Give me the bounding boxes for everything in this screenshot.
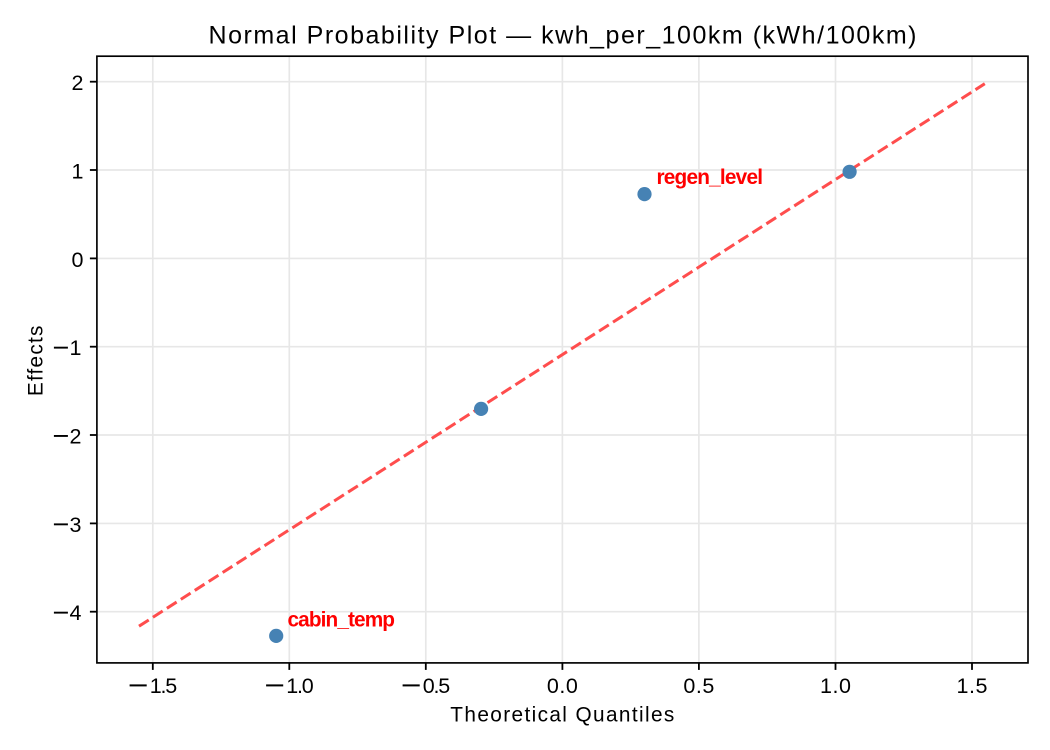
svg-text:1: 1 [70, 336, 82, 360]
svg-text:4: 4 [70, 601, 82, 625]
svg-text:Normal Probability Plot — kwh_: Normal Probability Plot — kwh_per_100km … [209, 22, 917, 50]
svg-text:Effects: Effects [24, 326, 47, 397]
svg-text:1: 1 [72, 159, 84, 183]
svg-text:1.0: 1.0 [820, 674, 851, 698]
svg-text:1.5: 1.5 [957, 674, 988, 698]
svg-text:0: 0 [72, 248, 84, 272]
svg-text:2: 2 [72, 71, 84, 95]
svg-text:cabin_temp: cabin_temp [288, 609, 396, 632]
svg-text:0.0: 0.0 [547, 674, 578, 698]
svg-text:1.5: 1.5 [150, 674, 178, 698]
svg-text:1.0: 1.0 [286, 674, 314, 698]
svg-text:regen_level: regen_level [657, 166, 764, 189]
svg-text:2: 2 [70, 424, 82, 448]
svg-text:Theoretical Quantiles: Theoretical Quantiles [450, 703, 674, 726]
svg-text:3: 3 [70, 513, 82, 537]
svg-text:0.5: 0.5 [683, 674, 714, 698]
svg-text:0.5: 0.5 [423, 674, 451, 698]
